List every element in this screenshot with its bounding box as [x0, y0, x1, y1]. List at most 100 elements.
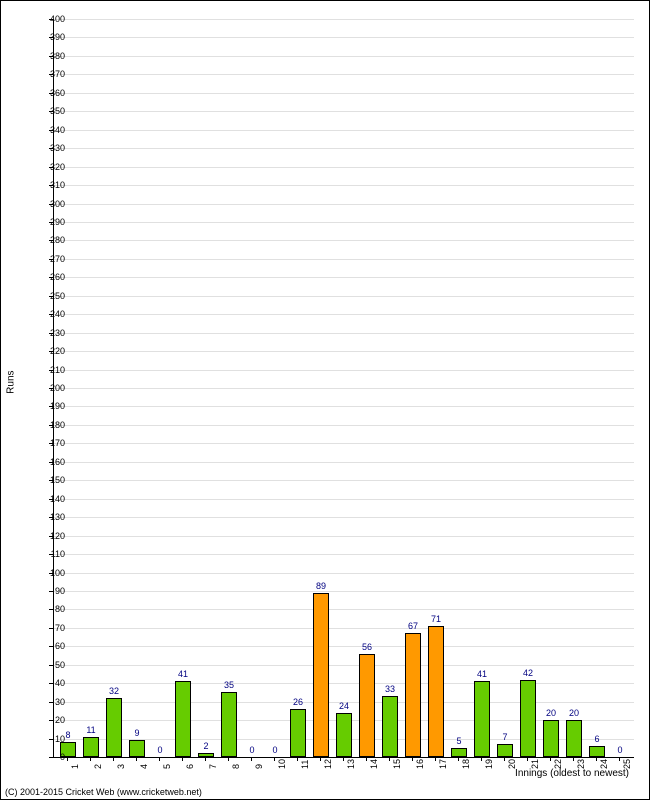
- gridline: [54, 683, 634, 684]
- bar: [451, 748, 467, 757]
- bar-value-label: 8: [65, 730, 70, 740]
- y-tick-mark: [49, 111, 53, 112]
- gridline: [54, 56, 634, 57]
- x-tick-label: 11: [300, 760, 310, 769]
- bar: [106, 698, 122, 757]
- x-tick-label: 19: [484, 759, 494, 769]
- y-tick-mark: [49, 443, 53, 444]
- y-tick-mark: [49, 351, 53, 352]
- y-tick-mark: [49, 573, 53, 574]
- x-tick-mark: [504, 757, 505, 761]
- gridline: [54, 296, 634, 297]
- gridline: [54, 222, 634, 223]
- x-tick-label: 22: [553, 759, 563, 769]
- gridline: [54, 111, 634, 112]
- x-tick-mark: [228, 757, 229, 761]
- bar-value-label: 9: [134, 728, 139, 738]
- gridline: [54, 74, 634, 75]
- gridline: [54, 646, 634, 647]
- bar: [405, 633, 421, 757]
- bar: [290, 709, 306, 757]
- bar-value-label: 26: [293, 697, 303, 707]
- bar-value-label: 41: [178, 669, 188, 679]
- y-tick-mark: [49, 739, 53, 740]
- gridline: [54, 167, 634, 168]
- bar-value-label: 35: [224, 680, 234, 690]
- x-tick-label: 8: [231, 764, 241, 769]
- gridline: [54, 333, 634, 334]
- x-tick-mark: [297, 757, 298, 761]
- x-tick-label: 6: [185, 764, 195, 769]
- bar: [474, 681, 490, 757]
- y-tick-mark: [49, 462, 53, 463]
- y-tick-mark: [49, 148, 53, 149]
- gridline: [54, 148, 634, 149]
- y-axis-label: Runs: [6, 370, 17, 393]
- gridline: [54, 628, 634, 629]
- x-tick-label: 14: [369, 759, 379, 769]
- y-tick-mark: [49, 93, 53, 94]
- x-tick-mark: [320, 757, 321, 761]
- x-tick-mark: [136, 757, 137, 761]
- y-tick-mark: [49, 720, 53, 721]
- footer-text: (C) 2001-2015 Cricket Web (www.cricketwe…: [5, 787, 202, 797]
- bar: [175, 681, 191, 757]
- gridline: [54, 573, 634, 574]
- x-tick-label: 24: [599, 759, 609, 769]
- bar-value-label: 7: [502, 732, 507, 742]
- x-axis-label: Innings (oldest to newest): [515, 768, 629, 779]
- bar: [520, 680, 536, 757]
- gridline: [54, 480, 634, 481]
- x-tick-mark: [182, 757, 183, 761]
- x-tick-mark: [527, 757, 528, 761]
- x-tick-mark: [573, 757, 574, 761]
- x-tick-label: 10: [277, 759, 287, 769]
- bar-value-label: 20: [569, 708, 579, 718]
- bar-value-label: 0: [272, 745, 277, 755]
- x-tick-label: 20: [507, 759, 517, 769]
- y-tick-mark: [49, 167, 53, 168]
- bar-value-label: 56: [362, 642, 372, 652]
- bar: [497, 744, 513, 757]
- x-tick-mark: [481, 757, 482, 761]
- x-tick-mark: [435, 757, 436, 761]
- y-tick-mark: [49, 406, 53, 407]
- x-tick-label: 25: [622, 759, 632, 769]
- y-tick-mark: [49, 130, 53, 131]
- chart-container: 8113290412350026892456336771541742202060…: [0, 0, 650, 800]
- y-tick-mark: [49, 56, 53, 57]
- gridline: [54, 388, 634, 389]
- bar-value-label: 33: [385, 684, 395, 694]
- gridline: [54, 130, 634, 131]
- y-tick-mark: [49, 591, 53, 592]
- y-tick-mark: [49, 74, 53, 75]
- y-tick-mark: [49, 296, 53, 297]
- gridline: [54, 259, 634, 260]
- gridline: [54, 204, 634, 205]
- bar-value-label: 42: [523, 668, 533, 678]
- bar-value-label: 6: [594, 734, 599, 744]
- y-tick-mark: [49, 609, 53, 610]
- y-tick-mark: [49, 388, 53, 389]
- y-tick-mark: [49, 480, 53, 481]
- y-tick-mark: [49, 683, 53, 684]
- x-tick-label: 3: [116, 764, 126, 769]
- y-tick-mark: [49, 277, 53, 278]
- gridline: [54, 665, 634, 666]
- y-tick-mark: [49, 222, 53, 223]
- x-tick-mark: [90, 757, 91, 761]
- y-tick-mark: [49, 536, 53, 537]
- y-tick-mark: [49, 517, 53, 518]
- y-tick-mark: [49, 19, 53, 20]
- x-tick-label: 9: [254, 764, 264, 769]
- bar: [336, 713, 352, 757]
- x-tick-label: 13: [346, 759, 356, 769]
- x-tick-mark: [389, 757, 390, 761]
- x-tick-mark: [113, 757, 114, 761]
- x-tick-label: 7: [208, 764, 218, 769]
- gridline: [54, 462, 634, 463]
- bar-value-label: 0: [249, 745, 254, 755]
- gridline: [54, 517, 634, 518]
- bar-value-label: 0: [157, 745, 162, 755]
- bar-value-label: 32: [109, 686, 119, 696]
